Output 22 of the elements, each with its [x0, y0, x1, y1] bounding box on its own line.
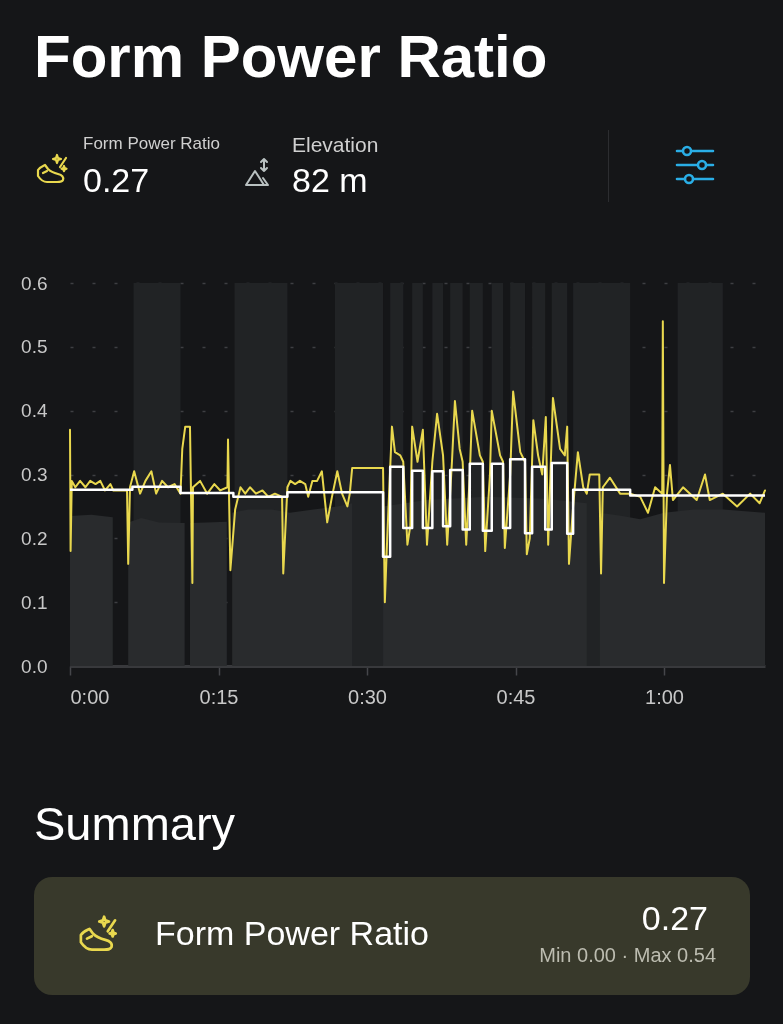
y-tick-label: 0.2	[21, 527, 48, 549]
x-tick-label: 0:15	[199, 685, 239, 708]
text: Form Power Ratio	[83, 134, 220, 153]
y-tick-label: 0.0	[21, 655, 48, 677]
text: Form Power Ratio	[155, 914, 429, 952]
x-tick-label: 1:00	[645, 685, 684, 708]
text: Elevation	[292, 133, 379, 156]
y-tick-label: 0.4	[21, 400, 48, 422]
text: 82 m	[292, 161, 368, 199]
text: Summary	[34, 797, 236, 850]
text: Min 0.00 · Max 0.54	[539, 944, 716, 966]
y-tick-label: 0.3	[21, 464, 48, 485]
text: 0.27	[83, 161, 150, 199]
x-tick-label: 0:00	[70, 685, 110, 708]
text: 0.27	[641, 899, 708, 937]
x-tick-label: 0:30	[348, 685, 387, 708]
y-tick-label: 0.5	[21, 336, 48, 358]
y-tick-label: 0.6	[21, 272, 48, 294]
x-tick-label: 0:45	[496, 685, 536, 708]
y-tick-label: 0.1	[21, 591, 48, 613]
chart-title: Form Power Ratio	[34, 23, 548, 90]
line-series	[69, 320, 766, 604]
